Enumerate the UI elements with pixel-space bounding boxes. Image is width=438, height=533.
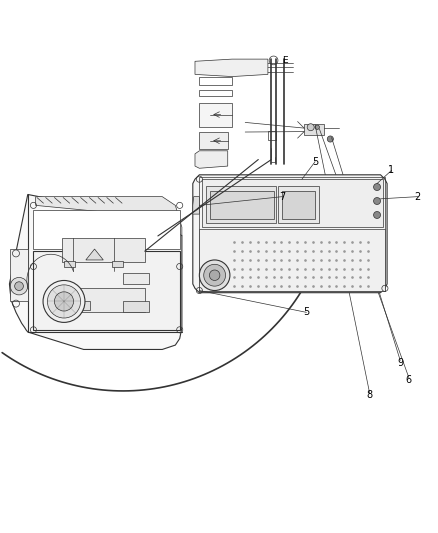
Polygon shape [35,197,182,236]
Bar [304,124,324,135]
Text: 8: 8 [367,390,373,400]
Circle shape [315,125,319,130]
Circle shape [11,277,28,295]
Bar [123,302,149,312]
Text: 5: 5 [303,308,310,317]
Bar [33,210,180,249]
Circle shape [14,282,23,290]
Text: E: E [283,56,288,65]
Bar [199,229,385,290]
Circle shape [307,124,314,131]
Text: 7: 7 [279,192,286,201]
Text: 1: 1 [389,165,395,175]
Bar [199,90,232,96]
Bar [11,249,28,302]
Bar [199,77,232,85]
Circle shape [327,136,333,142]
Bar [199,177,385,290]
Polygon shape [193,175,387,293]
Bar [268,131,276,140]
Circle shape [47,285,81,318]
Bar [278,185,319,223]
Bar [283,191,315,220]
Circle shape [374,183,381,190]
Bar [33,251,180,330]
Bar [64,261,75,266]
Circle shape [43,280,85,322]
Bar [199,132,228,149]
Polygon shape [86,249,103,260]
Circle shape [199,260,230,290]
Text: 2: 2 [414,192,421,201]
Polygon shape [195,151,228,168]
Polygon shape [10,195,182,350]
Circle shape [374,212,381,219]
Text: 6: 6 [406,375,412,385]
Circle shape [204,264,226,286]
Circle shape [209,270,220,280]
Bar [62,288,145,312]
Bar [73,302,90,310]
Bar [123,273,149,284]
Bar [201,179,383,227]
Bar [206,185,276,223]
Bar [210,191,274,220]
Circle shape [374,198,381,205]
Bar [112,261,123,266]
Bar [62,238,145,262]
Text: 5: 5 [312,157,318,167]
Polygon shape [193,197,199,214]
Polygon shape [195,59,268,77]
Text: 9: 9 [397,358,403,368]
Bar [199,103,232,127]
Circle shape [54,292,74,311]
